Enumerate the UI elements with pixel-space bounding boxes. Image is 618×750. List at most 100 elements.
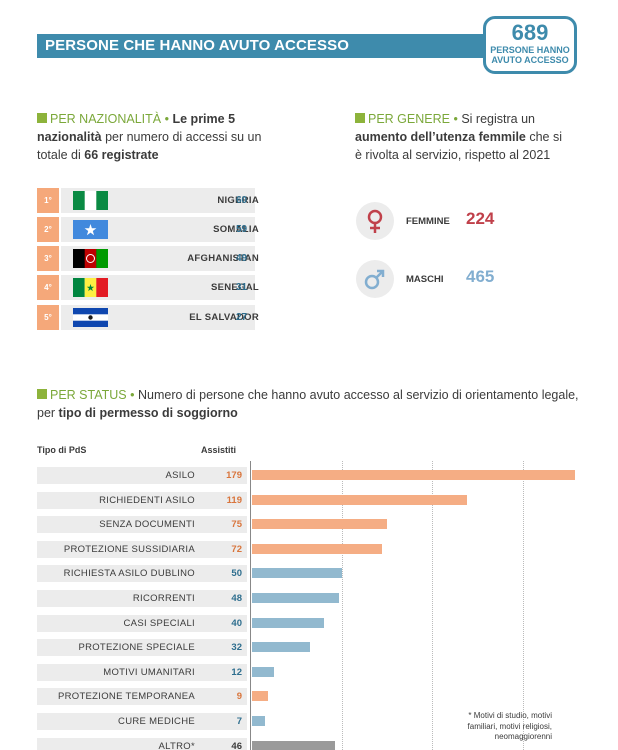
rank-badge: 2° bbox=[37, 217, 59, 242]
somalia-flag-icon bbox=[73, 220, 108, 239]
chart-category-label: RICHIEDENTI ASILO bbox=[99, 494, 195, 506]
chart-category-label: SENZA DOCUMENTI bbox=[99, 519, 195, 531]
chart-bar bbox=[252, 543, 382, 554]
country-name: SENEGAL bbox=[210, 282, 259, 293]
nationality-row: 4° SENEGAL 31 bbox=[37, 275, 259, 300]
country-name: NIGERIA bbox=[217, 195, 259, 206]
chart-value-label: 50 bbox=[231, 568, 242, 580]
chart-row-background bbox=[37, 590, 247, 607]
footnote: * Motivi di studio, motivi familiari, mo… bbox=[467, 711, 552, 741]
chart-value-label: 48 bbox=[231, 593, 242, 604]
nationality-row: 5° EL SALVADOR 27 bbox=[37, 305, 259, 330]
male-label: MASCHI bbox=[406, 274, 444, 285]
female-value: 224 bbox=[466, 209, 495, 228]
nationality-intro: PER NAZIONALITÀ • Le prime 5 nazionalità… bbox=[37, 112, 262, 162]
gender-intro: PER GENERE • Si registra un aumento dell… bbox=[355, 112, 563, 162]
chart-bar bbox=[252, 691, 269, 702]
country-name: AFGHANISTAN bbox=[187, 253, 259, 264]
gender-text-post: che si è rivolta al servizio, rispetto a… bbox=[355, 130, 563, 162]
chart-value-label: 40 bbox=[231, 617, 242, 629]
nationality-row: 3° AFGHANISTAN 49 bbox=[37, 246, 259, 271]
senegal-flag-icon bbox=[73, 278, 108, 297]
chart-gridline bbox=[432, 461, 434, 750]
chart-category-label: RICHIESTA ASILO DUBLINO bbox=[63, 568, 195, 580]
total-label: PERSONE HANNO AVUTO ACCESSO bbox=[490, 45, 570, 65]
rank-badge: 3° bbox=[37, 246, 59, 271]
chart-row-background bbox=[37, 688, 247, 706]
chart-category-label: RICORRENTI bbox=[132, 593, 195, 604]
chart-category-label: ALTRO* bbox=[158, 740, 195, 750]
chart-bar bbox=[252, 519, 388, 530]
chart-value-label: 7 bbox=[236, 716, 242, 727]
female-label: FEMMINE bbox=[406, 216, 450, 227]
chart-row-background bbox=[37, 639, 247, 657]
gender-heading: PER GENERE bbox=[368, 112, 450, 126]
chart-category-label: CURE MEDICHE bbox=[118, 716, 195, 727]
afghanistan-flag-icon bbox=[73, 249, 108, 268]
country-value: 49 bbox=[236, 253, 248, 264]
chart-category-label: MOTIVI UMANITARI bbox=[103, 666, 195, 678]
chart-row-background bbox=[37, 491, 247, 509]
nationality-row: 1° NIGERIA 60 bbox=[37, 188, 259, 213]
chart-category-label: PROTEZIONE TEMPORANEA bbox=[57, 691, 195, 703]
nationality-row: 2° SOMALIA 59 bbox=[37, 217, 259, 242]
chart-value-label: 119 bbox=[226, 494, 242, 506]
nationality-text-bold2: 66 registrate bbox=[84, 148, 159, 162]
status-intro: PER STATUS • Numero di persone che hanno… bbox=[37, 388, 579, 420]
chart-value-label: 72 bbox=[231, 543, 242, 555]
male-value: 465 bbox=[466, 267, 495, 286]
chart-row-background bbox=[37, 614, 247, 632]
column-header-assisted: Assistiti bbox=[201, 445, 237, 455]
el-salvador-flag-icon bbox=[73, 308, 108, 327]
gender-text-bold: aumento dell’utenza femmile bbox=[355, 130, 526, 144]
male-symbol-icon bbox=[356, 260, 394, 298]
chart-row-background bbox=[37, 467, 247, 484]
chart-row-background bbox=[37, 737, 247, 750]
section-square-icon bbox=[355, 113, 365, 123]
chart-category-label: PROTEZIONE SPECIALE bbox=[78, 642, 195, 654]
country-name: EL SALVADOR bbox=[189, 312, 259, 323]
page-title: PERSONE CHE HANNO AVUTO ACCESSO bbox=[45, 37, 349, 54]
rank-badge: 5° bbox=[37, 305, 59, 330]
section-square-icon bbox=[37, 389, 47, 399]
status-heading: PER STATUS bbox=[50, 388, 127, 402]
chart-row-background bbox=[37, 713, 247, 730]
chart-value-label: 9 bbox=[236, 691, 242, 703]
chart-bar bbox=[252, 642, 310, 653]
nigeria-flag-icon bbox=[73, 191, 108, 210]
chart-bar bbox=[252, 568, 343, 579]
chart-gridline bbox=[342, 461, 344, 750]
rank-badge: 1° bbox=[37, 188, 59, 213]
gender-text-pre: Si registra un bbox=[461, 112, 535, 126]
section-banner: PERSONE CHE HANNO AVUTO ACCESSO bbox=[37, 34, 507, 58]
chart-bar bbox=[252, 470, 575, 480]
country-value: 59 bbox=[236, 224, 248, 235]
country-value: 31 bbox=[236, 282, 248, 293]
chart-category-label: PROTEZIONE SUSSIDIARIA bbox=[63, 543, 195, 555]
chart-value-label: 179 bbox=[226, 470, 242, 481]
column-header-type: Tipo di PdS bbox=[37, 445, 87, 455]
nationality-text: per numero di accessi su un totale di bbox=[37, 130, 262, 162]
total-badge: 689 PERSONE HANNO AVUTO ACCESSO bbox=[483, 16, 577, 74]
nationality-text-bold: Le prime 5 nazionalità bbox=[37, 112, 236, 144]
chart-bar bbox=[252, 494, 467, 505]
chart-value-label: 75 bbox=[231, 519, 242, 531]
status-text: Numero di persone che hanno avuto access… bbox=[37, 388, 579, 420]
chart-value-label: 12 bbox=[231, 666, 242, 678]
chart-value-label: 46 bbox=[231, 740, 242, 750]
country-value: 60 bbox=[236, 195, 248, 206]
chart-value-label: 32 bbox=[231, 642, 242, 654]
country-name: SOMALIA bbox=[213, 224, 259, 235]
chart-gridline bbox=[522, 461, 524, 750]
female-symbol-icon bbox=[356, 202, 394, 240]
section-square-icon bbox=[37, 113, 47, 123]
chart-row-background bbox=[37, 663, 247, 681]
chart-row-background bbox=[37, 565, 247, 583]
chart-bar bbox=[252, 666, 274, 677]
status-text-bold: tipo di permesso di soggiorno bbox=[58, 406, 238, 420]
chart-category-label: ASILO bbox=[165, 470, 195, 481]
total-value: 689 bbox=[511, 20, 549, 45]
chart-category-label: CASI SPECIALI bbox=[123, 617, 195, 629]
nationality-heading: PER NAZIONALITÀ bbox=[50, 112, 162, 126]
chart-bar bbox=[252, 617, 325, 628]
